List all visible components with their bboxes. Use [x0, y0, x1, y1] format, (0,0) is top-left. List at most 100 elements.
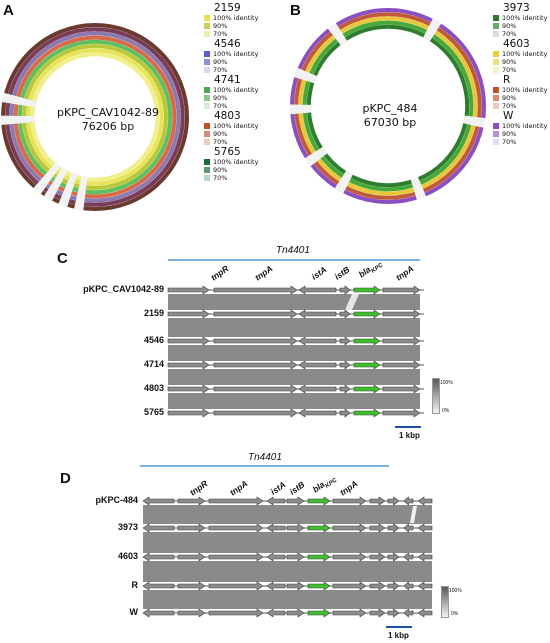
plasmid-label-b: pKPC_484 67030 bp	[330, 102, 450, 130]
gene-arrow	[208, 552, 264, 562]
gradient-bottom-label-c: 0%	[442, 408, 450, 414]
legend-row: 100% identity	[204, 14, 274, 22]
gene-arrow	[208, 523, 264, 533]
gene-arrow	[298, 336, 337, 346]
legend-level-label: 100% identity	[213, 86, 259, 94]
gene-arrow	[298, 309, 337, 319]
legend-row: 70%	[493, 30, 549, 38]
legend-level-label: 90%	[502, 58, 517, 66]
ring-gap	[33, 162, 61, 195]
gene-arrow	[266, 523, 286, 533]
identity-band-break	[345, 294, 359, 310]
gene-arrow	[382, 285, 421, 295]
legend-swatch	[204, 95, 210, 101]
gene-arrow	[403, 552, 414, 562]
legend-swatch	[204, 123, 210, 129]
legend-level-label: 70%	[502, 102, 517, 110]
gene-arrow	[339, 408, 351, 418]
gene-arrow	[369, 552, 386, 562]
gene-arrow	[142, 496, 175, 506]
legend-swatch	[493, 15, 499, 21]
gene-arrow	[286, 581, 305, 591]
gene-arrow	[286, 552, 305, 562]
gene-arrow	[286, 523, 305, 533]
legend-row: 90%	[493, 58, 549, 66]
gene-arrow	[208, 608, 264, 618]
ring-gap	[304, 146, 328, 167]
identity-band	[168, 318, 420, 337]
legend-row: 90%	[204, 22, 274, 30]
identity-gradient-d	[441, 586, 449, 618]
legend-swatch	[204, 15, 210, 21]
scale-label-d: 1 kbp	[388, 631, 409, 640]
legend-title: 3973	[503, 2, 530, 14]
legend-row: 90%	[204, 166, 274, 174]
gene-arrow	[332, 552, 367, 562]
blakpc-gene-arrow	[353, 285, 381, 295]
gene-arrow	[208, 496, 264, 506]
legend-swatch	[493, 59, 499, 65]
legend-row: 90%	[204, 94, 274, 102]
ring-gap	[0, 115, 36, 126]
blakpc-gene-arrow	[307, 552, 331, 562]
ring-gap	[43, 167, 68, 202]
legend-row: 100% identity	[493, 14, 549, 22]
legend-level-label: 100% identity	[213, 122, 259, 130]
blakpc-gene-arrow	[353, 408, 381, 418]
gene-arrow	[417, 523, 433, 533]
legend-row: 70%	[493, 102, 549, 110]
legend-title: 5765	[214, 146, 241, 158]
scale-bar-c	[395, 426, 421, 428]
gene-arrow	[208, 581, 264, 591]
circular-map-a	[0, 23, 189, 211]
panel-letter-a: A	[3, 2, 14, 19]
legend-swatch	[493, 95, 499, 101]
identity-gradient-c	[432, 378, 440, 414]
track-label: R	[131, 580, 139, 590]
gene-arrow	[298, 408, 337, 418]
legend-swatch	[204, 51, 210, 57]
legend-row: 70%	[204, 30, 274, 38]
gene-arrow	[177, 523, 206, 533]
legend-row: 70%	[204, 66, 274, 74]
legend-swatch	[493, 139, 499, 145]
gene-arrow	[417, 552, 433, 562]
gene-arrow	[213, 384, 298, 394]
gene-arrow	[369, 523, 386, 533]
legend-swatch	[204, 67, 210, 73]
legend-level-label: 100% identity	[502, 86, 548, 94]
plasmid-name-b: pKPC_484	[362, 102, 418, 115]
gene-arrow	[266, 581, 286, 591]
legend-level-label: 100% identity	[213, 50, 259, 58]
ring-gap	[73, 175, 88, 211]
legend-entry: 5765 100% identity 90% 70%	[204, 146, 274, 182]
gene-arrow	[417, 581, 433, 591]
track-label: pKPC-484	[95, 495, 138, 505]
gene-arrow	[403, 608, 414, 618]
gene-arrow	[382, 360, 421, 370]
legend-row: 100% identity	[493, 50, 549, 58]
legend-swatch	[204, 23, 210, 29]
gene-arrow	[382, 309, 421, 319]
legend-level-label: 90%	[213, 130, 228, 138]
gene-arrow	[213, 336, 298, 346]
legend-level-label: 70%	[213, 30, 228, 38]
gene-arrow	[332, 608, 367, 618]
legend-row: 90%	[493, 130, 549, 138]
legend-swatch	[204, 59, 210, 65]
legend-entry: 3973 100% identity 90% 70%	[493, 2, 549, 38]
panel-letter-d: D	[60, 470, 71, 487]
plasmid-size-b: 67030 bp	[363, 116, 417, 129]
gene-arrow	[382, 336, 421, 346]
track-label: 4603	[117, 551, 138, 561]
ring-gap	[462, 115, 486, 128]
legend-swatch	[493, 87, 499, 93]
gradient-top-label-c: 100%	[440, 380, 453, 386]
plasmid-size-a: 76206 bp	[81, 120, 135, 133]
legend-swatch	[204, 131, 210, 137]
identity-band-break	[410, 506, 417, 523]
legend-row: 70%	[493, 138, 549, 146]
legend-level-label: 100% identity	[213, 14, 259, 22]
legend-level-label: 100% identity	[502, 14, 548, 22]
legend-row: 90%	[493, 22, 549, 30]
